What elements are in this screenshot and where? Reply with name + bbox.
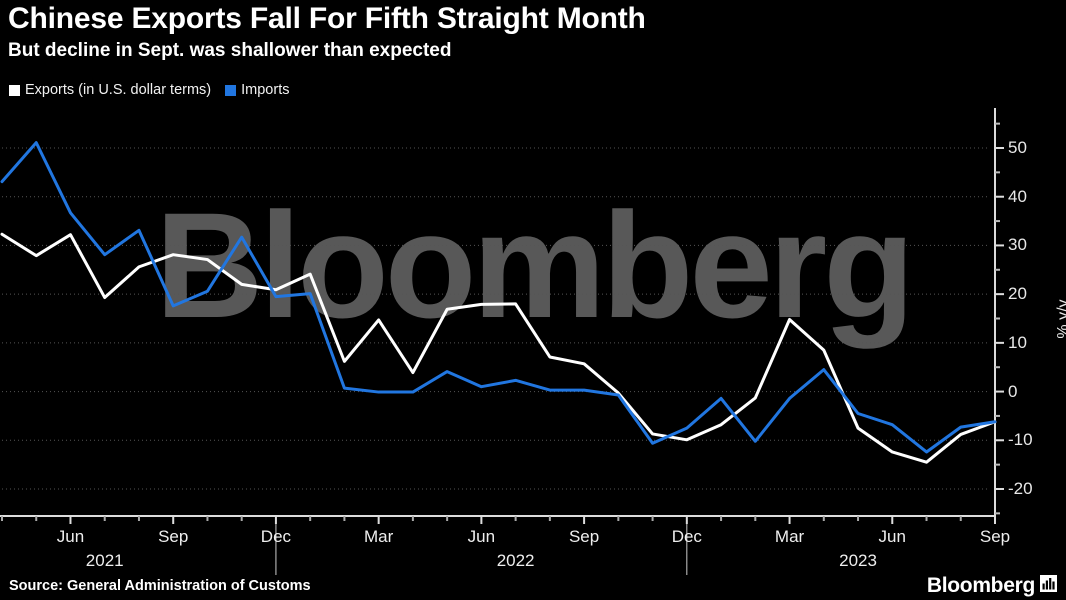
bloomberg-terminal-icon [1040,575,1057,597]
x-axis-tick-label: Sep [979,527,1011,546]
x-axis-year-label: 2021 [85,551,124,570]
series-line-imports [0,141,997,454]
series-line-exports [0,232,997,464]
legend-label-exports: Exports (in U.S. dollar terms) [25,82,212,98]
y-axis-tick-label: 30 [1008,235,1027,255]
x-axis-year-label: 2023 [839,551,877,570]
legend-label-imports: Imports [241,82,290,98]
x-axis-tick-label: Mar [364,527,394,546]
legend-swatch-exports [9,84,20,96]
page-title: Chinese Exports Fall For Fifth Straight … [8,2,646,35]
y-axis-tick-label: 50 [1008,138,1027,157]
x-axis-tick-label: Jun [467,527,496,546]
page-subtitle: But decline in Sept. was shallower than … [8,40,452,61]
y-axis-tick-label: 40 [1008,186,1027,206]
x-axis-tick-label: Sep [568,527,600,546]
y-axis-tick-label: -10 [1008,430,1033,450]
x-axis-year-label: 2022 [496,551,535,570]
legend-swatch-imports [225,84,237,96]
x-axis-tick-label: Dec [671,527,702,546]
y-axis-title: % y/y [1055,299,1066,338]
x-axis-tick-label: Jun [56,527,85,546]
x-axis-tick-label: Dec [260,527,292,546]
y-axis-tick-label: -20 [1008,479,1033,498]
legend-item-imports: Imports [225,82,289,98]
source-note: Source: General Administration of Custom… [9,578,311,594]
bloomberg-wordmark: Bloomberg [926,574,1035,597]
x-axis-tick-label: Sep [158,527,189,546]
y-axis-tick-label: 20 [1008,284,1027,304]
chart-legend: Exports (in U.S. dollar terms) Imports [9,80,289,100]
bloomberg-logo: Bloomberg [927,574,1057,598]
y-axis-tick-label: 0 [1008,381,1018,401]
x-axis-tick-label: Mar [774,527,805,546]
y-axis-tick-label: 10 [1008,332,1027,352]
legend-item-exports: Exports (in U.S. dollar terms) [9,82,211,98]
x-axis-tick-label: Jun [878,527,906,546]
